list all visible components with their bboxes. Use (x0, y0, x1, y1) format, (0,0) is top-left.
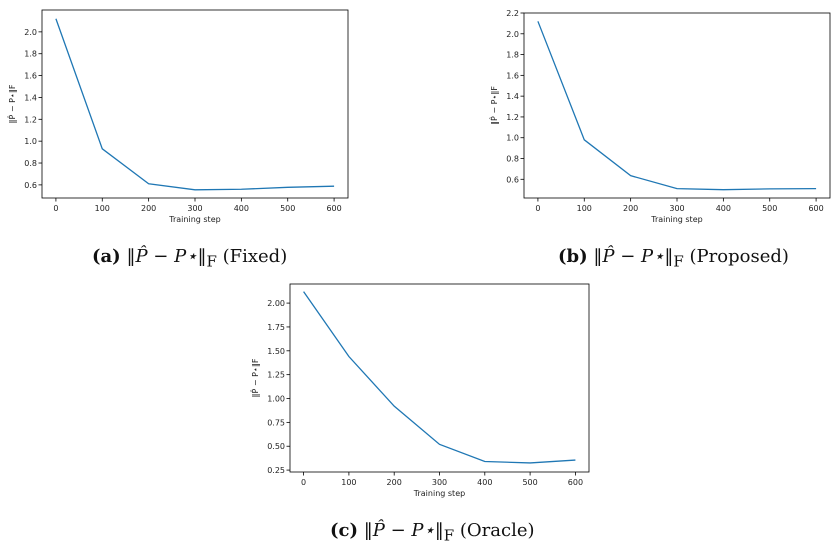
x-tick-label: 100 (577, 204, 592, 213)
caption-b: (b) ‖P̂ − P⋆‖F (Proposed) (558, 246, 789, 271)
x-tick-label: 600 (326, 204, 341, 213)
chart-b: 0 100 200 300 400 500 600 0.6 0.8 1.0 1.2 1.4 1.6 1.8… (489, 9, 831, 224)
y-tick-label: 2.0 (24, 28, 37, 37)
y-axis-label: ‖P̂ − P⋆‖F (489, 86, 499, 125)
y-tick-label: 1.6 (24, 72, 37, 81)
y-tick-label: 1.00 (267, 395, 285, 404)
x-tick-label: 200 (623, 204, 638, 213)
x-axis-label: Training step (650, 215, 702, 224)
chart-c: 0 100 200 300 400 500 600 0.25 0.50 0.75 1.00 1.25 1… (250, 283, 590, 498)
caption-c: (c) ‖P̂ − P⋆‖F (Oracle) (330, 520, 535, 545)
y-tick-label: 0.50 (267, 442, 285, 451)
y-tick-label: 1.50 (267, 347, 285, 356)
x-tick-label: 400 (234, 204, 249, 213)
x-tick-label: 0 (53, 204, 58, 213)
caption-b-sub: F (673, 252, 684, 271)
x-tick-label: 300 (669, 204, 684, 213)
y-tick-label: 2.00 (267, 299, 285, 308)
y-tick-label: 1.2 (506, 113, 519, 122)
x-tick-label: 400 (716, 204, 731, 213)
caption-b-tag: (b) (558, 246, 588, 267)
x-tick-label: 200 (387, 478, 402, 487)
series-line-c (303, 291, 576, 464)
y-tick-label: 1.25 (267, 371, 285, 380)
y-tick-label: 1.2 (24, 115, 37, 124)
x-tick-label: 100 (341, 478, 356, 487)
caption-b-math: ‖P̂ − P⋆‖ (593, 246, 674, 267)
caption-a-label: (Fixed) (222, 246, 288, 267)
y-tick-label: 1.75 (267, 323, 285, 332)
series-line-b (537, 21, 817, 191)
chart-a: 0 100 200 300 400 500 600 0.6 0.8 1.0 1.2 1.4 1.6 1.8… (7, 9, 349, 224)
series-line-a (55, 18, 335, 191)
caption-a-math: ‖P̂ − P⋆‖ (126, 246, 207, 267)
caption-b-label: (Proposed) (689, 246, 789, 267)
y-tick-label: 2.2 (506, 9, 519, 18)
x-tick-label: 200 (141, 204, 156, 213)
caption-c-tag: (c) (330, 520, 358, 541)
y-tick-label: 1.0 (24, 137, 37, 146)
caption-a-tag: (a) (92, 246, 121, 267)
y-tick-label: 0.6 (506, 175, 519, 184)
y-tick-label: 0.75 (267, 418, 285, 427)
y-tick-label: 0.25 (267, 466, 285, 475)
y-axis-label: ‖P̂ − P⋆‖F (7, 84, 17, 123)
x-tick-label: 600 (808, 204, 823, 213)
caption-c-math: ‖P̂ − P⋆‖ (363, 520, 444, 541)
x-tick-label: 500 (762, 204, 777, 213)
y-tick-label: 1.8 (24, 50, 37, 59)
y-tick-label: 0.6 (24, 181, 37, 190)
caption-a-sub: F (206, 252, 217, 271)
x-tick-label: 600 (568, 478, 583, 487)
x-tick-label: 400 (477, 478, 492, 487)
y-tick-label: 2.0 (506, 30, 519, 39)
plot-frame-b (523, 12, 831, 199)
x-tick-label: 300 (187, 204, 202, 213)
x-tick-label: 0 (301, 478, 306, 487)
y-tick-label: 0.8 (506, 155, 519, 164)
caption-a: (a) ‖P̂ − P⋆‖F (Fixed) (92, 246, 287, 271)
plot-frame-a (41, 9, 349, 199)
y-tick-label: 1.4 (506, 92, 519, 101)
x-axis-label: Training step (413, 489, 465, 498)
x-tick-label: 100 (95, 204, 110, 213)
caption-c-sub: F (443, 526, 455, 545)
y-tick-label: 1.6 (506, 71, 519, 80)
caption-c-label: (Oracle) (459, 520, 535, 541)
y-tick-label: 1.0 (506, 134, 519, 143)
x-tick-label: 0 (535, 204, 540, 213)
x-tick-label: 500 (522, 478, 537, 487)
x-tick-label: 300 (432, 478, 447, 487)
y-tick-label: 1.4 (24, 93, 37, 102)
x-axis-label: Training step (168, 215, 220, 224)
y-tick-label: 0.8 (24, 159, 37, 168)
y-tick-label: 1.8 (506, 51, 519, 60)
x-tick-label: 500 (280, 204, 295, 213)
y-axis-label: ‖P̂ − P⋆‖F (250, 358, 260, 397)
